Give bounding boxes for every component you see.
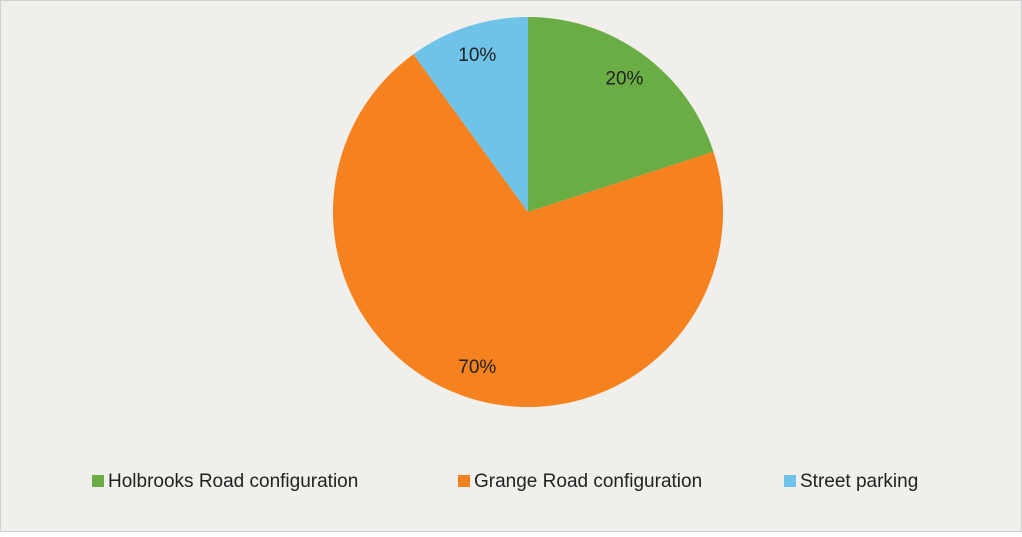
legend-label: Street parking [800, 471, 918, 492]
data-label: 70% [458, 357, 496, 378]
pie-slice [333, 54, 723, 407]
pie-slice [528, 17, 714, 212]
data-label: 10% [458, 45, 496, 66]
legend-swatch [784, 475, 796, 487]
pie-slice [413, 17, 528, 212]
data-label: 20% [605, 68, 643, 89]
legend-swatch [458, 475, 470, 487]
legend-label: Grange Road configuration [474, 471, 702, 492]
legend-swatch [92, 475, 104, 487]
legend-label: Holbrooks Road configuration [108, 471, 358, 492]
